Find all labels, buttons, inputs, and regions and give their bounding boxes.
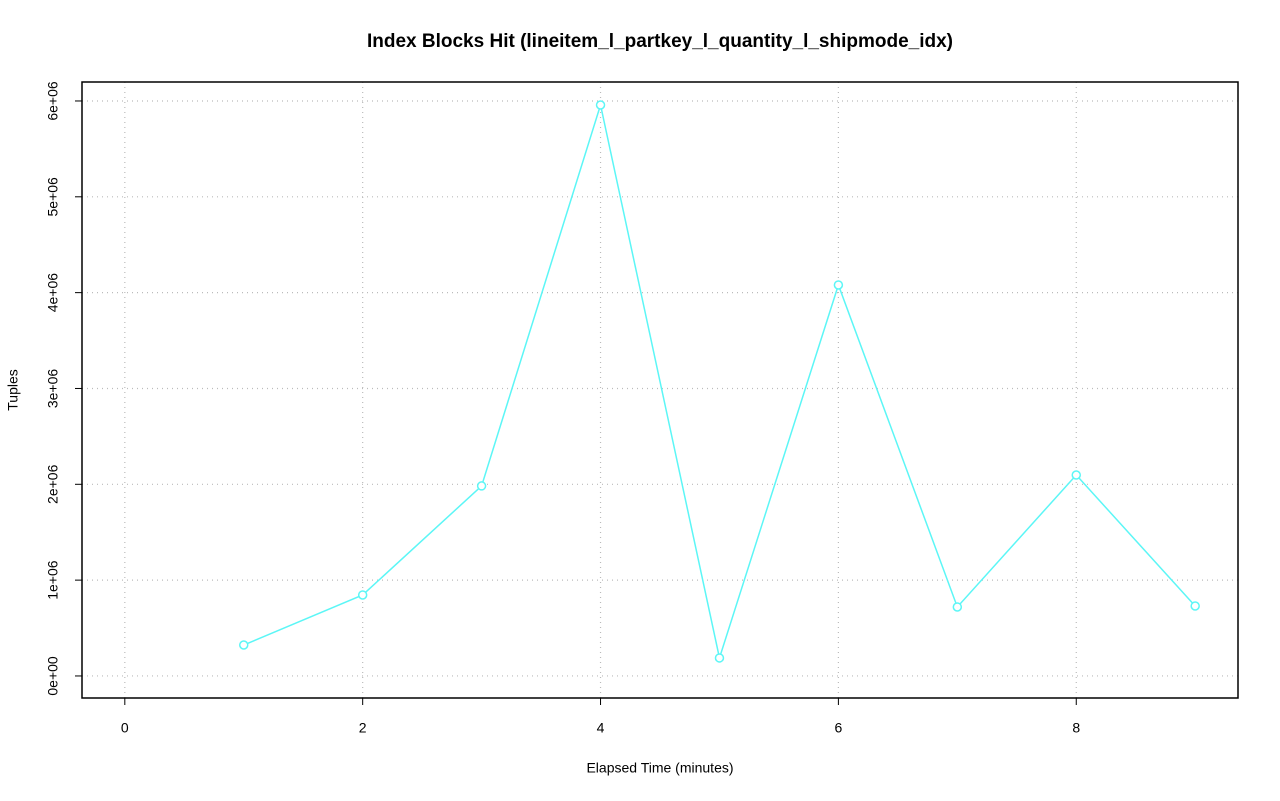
y-tick-label: 3e+06 xyxy=(45,369,61,409)
data-point xyxy=(238,640,249,650)
data-point xyxy=(714,653,725,663)
data-point xyxy=(357,590,368,600)
data-point xyxy=(1071,470,1082,480)
y-axis-label: Tuples xyxy=(5,369,21,411)
x-tick-label: 8 xyxy=(1072,720,1080,736)
chart-title: Index Blocks Hit (lineitem_l_partkey_l_q… xyxy=(367,31,953,52)
y-tick-label: 6e+06 xyxy=(45,81,61,121)
data-point xyxy=(1190,601,1200,611)
y-tick-label: 5e+06 xyxy=(45,177,61,217)
x-tick-label: 0 xyxy=(121,720,129,736)
y-tick-label: 4e+06 xyxy=(45,273,61,313)
data-point xyxy=(952,602,963,612)
y-tick-label: 0e+00 xyxy=(45,656,61,696)
plot-frame xyxy=(81,81,1239,699)
data-point xyxy=(595,100,606,110)
y-tick-label: 1e+06 xyxy=(45,560,61,600)
x-axis-label: Elapsed Time (minutes) xyxy=(586,760,733,776)
x-tick-label: 4 xyxy=(597,720,605,736)
x-tick-label: 2 xyxy=(359,720,367,736)
data-point xyxy=(476,481,487,491)
data-point xyxy=(833,280,844,290)
x-tick-label: 6 xyxy=(834,720,842,736)
plot-layer: 0 2 4 6 8 0e+00 1e+06 2e+06 3e+06 4e+06 5e+06 6e+06 xyxy=(45,81,1238,736)
y-tick-label: 2e+06 xyxy=(45,464,61,504)
